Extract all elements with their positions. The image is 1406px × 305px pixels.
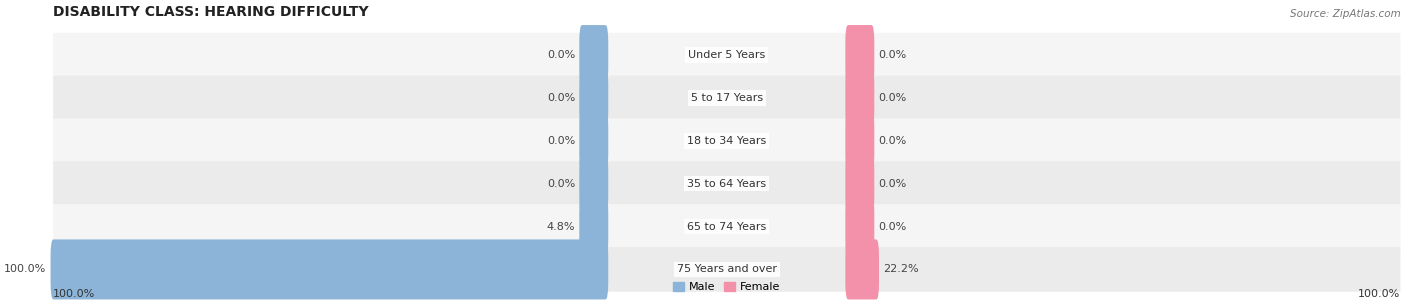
Text: 0.0%: 0.0% [879,93,907,103]
FancyBboxPatch shape [579,68,609,128]
Text: 0.0%: 0.0% [879,50,907,60]
Text: 0.0%: 0.0% [879,221,907,231]
Text: 0.0%: 0.0% [547,179,575,189]
FancyBboxPatch shape [579,196,609,257]
Text: 0.0%: 0.0% [547,50,575,60]
Text: 18 to 34 Years: 18 to 34 Years [688,136,766,146]
FancyBboxPatch shape [53,161,1400,206]
Text: Source: ZipAtlas.com: Source: ZipAtlas.com [1289,9,1400,19]
FancyBboxPatch shape [579,154,609,214]
Text: Under 5 Years: Under 5 Years [688,50,765,60]
FancyBboxPatch shape [845,196,875,257]
Text: 0.0%: 0.0% [879,136,907,146]
Text: DISABILITY CLASS: HEARING DIFFICULTY: DISABILITY CLASS: HEARING DIFFICULTY [53,5,368,19]
Text: 75 Years and over: 75 Years and over [676,264,776,274]
FancyBboxPatch shape [845,111,875,171]
Text: 100.0%: 100.0% [4,264,46,274]
FancyBboxPatch shape [845,68,875,128]
Text: 22.2%: 22.2% [883,264,918,274]
FancyBboxPatch shape [845,239,879,300]
FancyBboxPatch shape [51,239,609,300]
Text: 0.0%: 0.0% [547,136,575,146]
Legend: Male, Female: Male, Female [669,277,785,297]
Text: 100.0%: 100.0% [53,289,96,300]
FancyBboxPatch shape [53,247,1400,292]
Text: 65 to 74 Years: 65 to 74 Years [688,221,766,231]
Text: 100.0%: 100.0% [1358,289,1400,300]
FancyBboxPatch shape [53,33,1400,77]
FancyBboxPatch shape [579,25,609,85]
FancyBboxPatch shape [845,154,875,214]
FancyBboxPatch shape [845,25,875,85]
FancyBboxPatch shape [53,119,1400,163]
FancyBboxPatch shape [53,76,1400,120]
Text: 0.0%: 0.0% [547,93,575,103]
Text: 5 to 17 Years: 5 to 17 Years [690,93,763,103]
Text: 35 to 64 Years: 35 to 64 Years [688,179,766,189]
Text: 0.0%: 0.0% [879,179,907,189]
FancyBboxPatch shape [53,204,1400,249]
Text: 4.8%: 4.8% [547,221,575,231]
FancyBboxPatch shape [579,111,609,171]
